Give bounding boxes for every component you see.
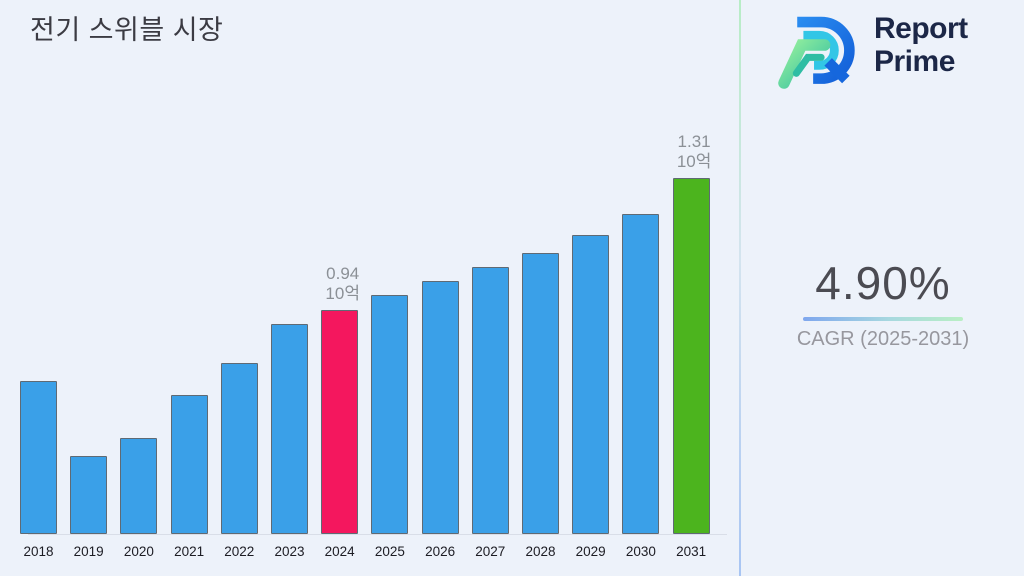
value-label-2024: 0.94 10억	[325, 264, 360, 303]
bar-2023	[271, 324, 308, 534]
bar-2021	[170, 395, 208, 534]
bar-2024	[321, 310, 359, 534]
bar-2031	[672, 178, 710, 534]
x-axis-label-2022: 2022	[224, 544, 255, 559]
brand-name-line2: Prime	[874, 45, 955, 78]
bar-2030	[622, 214, 660, 534]
panel-divider	[739, 0, 741, 576]
bar-2019	[70, 456, 108, 534]
bar-chart: 2018 2019 2020 2021 2022 2023 2024 0.94 10억 2025 2…	[20, 132, 727, 559]
x-axis-label-2018: 2018	[23, 544, 54, 559]
x-axis-label-2031: 2031	[676, 544, 707, 559]
bar-2027	[471, 267, 509, 534]
x-axis-label-2030: 2030	[625, 544, 656, 559]
x-axis-label-2020: 2020	[123, 544, 154, 559]
cagr-block: 4.90% CAGR (2025-2031)	[742, 256, 1024, 351]
x-axis-label-2029: 2029	[575, 544, 606, 559]
cagr-value: 4.90%	[815, 257, 951, 309]
value-label-2031: 1.31 10억	[676, 132, 712, 171]
x-axis-line	[28, 534, 727, 535]
bar-2022	[220, 363, 258, 534]
x-axis-label-2025: 2025	[374, 544, 405, 559]
chart-title: 전기 스위블 시장	[30, 15, 224, 45]
bar-2028	[522, 253, 559, 534]
cagr-label: CAGR (2025-2031)	[796, 328, 970, 350]
brand-logo: Report Prime	[742, 0, 1024, 100]
x-axis-label-2019: 2019	[73, 544, 104, 559]
x-axis-label-2021: 2021	[174, 544, 205, 559]
x-axis-label-2027: 2027	[475, 544, 506, 559]
x-axis-label-2026: 2026	[425, 544, 456, 559]
x-axis-label-2023: 2023	[274, 544, 305, 559]
bar-2025	[371, 295, 409, 534]
x-axis-label-2024: 2024	[324, 544, 355, 559]
brand-name-line1: Report	[874, 12, 968, 45]
x-axis-label-2028: 2028	[525, 544, 556, 559]
bar-2026	[421, 281, 459, 534]
bar-2020	[120, 438, 158, 534]
brand-name: Report Prime	[874, 12, 968, 78]
bar-2029	[572, 235, 610, 534]
report-prime-logo-icon	[778, 16, 855, 89]
cagr-underline	[803, 317, 963, 321]
bar-2018	[20, 381, 57, 534]
